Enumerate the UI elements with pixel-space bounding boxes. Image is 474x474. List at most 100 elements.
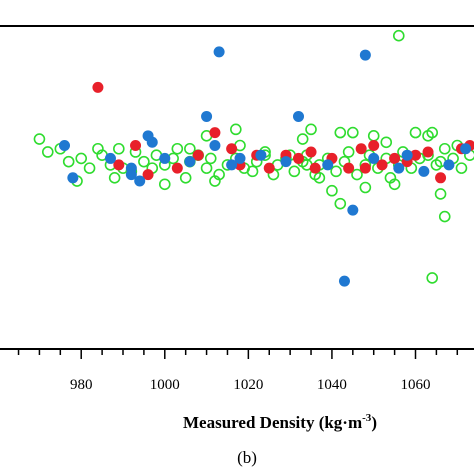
data-point-filled: [192, 149, 204, 161]
data-point-hollow: [288, 165, 301, 178]
data-point-hollow: [380, 136, 393, 149]
data-point-filled: [418, 165, 430, 177]
data-point-hollow: [179, 172, 192, 184]
data-point-hollow: [41, 146, 54, 158]
data-point-filled: [92, 81, 104, 93]
data-point-filled: [234, 152, 246, 164]
data-point-filled: [359, 49, 371, 61]
data-point-filled: [142, 130, 154, 142]
x-axis-minor-ticks: [17, 349, 459, 355]
data-point-hollow: [62, 155, 75, 168]
data-point-hollow: [438, 142, 451, 155]
data-point-hollow: [347, 126, 359, 139]
data-point-hollow: [326, 184, 338, 197]
x-axis-title-superscript: -3: [362, 412, 372, 424]
data-point-filled: [343, 162, 355, 174]
x-tick-label: 1060: [401, 377, 431, 393]
data-point-filled: [422, 146, 434, 158]
data-point-hollow: [158, 178, 171, 191]
data-point-hollow: [184, 142, 196, 155]
data-point-filled: [171, 162, 183, 174]
x-axis-title: Measured Density (kg·m-3): [183, 412, 377, 432]
data-point-hollow: [334, 126, 347, 139]
data-point-filled: [67, 172, 79, 184]
data-point-hollow: [296, 133, 309, 145]
data-point-hollow: [359, 181, 372, 194]
data-point-hollow: [426, 272, 439, 284]
data-point-filled: [226, 143, 238, 155]
data-point-hollow: [438, 210, 451, 223]
data-point-hollow: [204, 152, 217, 165]
data-point-filled: [338, 275, 350, 287]
data-point-hollow: [113, 142, 125, 155]
data-points: [33, 29, 474, 287]
data-point-filled: [293, 110, 304, 122]
data-point-filled: [134, 175, 146, 187]
data-point-hollow: [200, 162, 213, 174]
data-point-hollow: [171, 142, 184, 155]
data-point-hollow: [246, 165, 259, 178]
data-point-filled: [255, 149, 267, 161]
data-point-hollow: [455, 162, 468, 174]
data-point-hollow: [392, 29, 405, 42]
data-point-filled: [159, 152, 171, 164]
data-point-filled: [226, 159, 238, 171]
x-axis-tick-labels: 980 1000 1020 1040 1060: [70, 377, 431, 393]
data-point-filled: [368, 152, 380, 164]
x-tick-label: 1020: [233, 377, 263, 393]
data-point-hollow: [33, 133, 46, 145]
data-point-filled: [184, 156, 196, 168]
data-point-hollow: [351, 168, 363, 181]
data-point-hollow: [92, 142, 104, 155]
x-tick-label: 980: [70, 377, 93, 393]
data-point-hollow: [388, 178, 401, 191]
data-point-hollow: [342, 146, 355, 158]
panel-label: (b): [237, 448, 257, 467]
data-point-filled: [393, 162, 405, 174]
data-point-filled: [355, 143, 367, 155]
data-point-hollow: [138, 155, 150, 168]
data-point-filled: [263, 162, 275, 174]
x-axis-title-main: Measured Density (kg·m: [183, 413, 362, 432]
data-point-filled: [347, 204, 359, 216]
data-point-filled: [209, 127, 221, 139]
data-point-filled: [130, 140, 142, 152]
data-point-filled: [435, 172, 447, 184]
data-point-filled: [410, 149, 421, 161]
data-point-filled: [113, 159, 125, 171]
x-tick-label: 1000: [150, 377, 180, 393]
data-point-filled: [389, 152, 401, 164]
data-point-filled: [376, 159, 388, 171]
x-axis-major-ticks: [80, 349, 417, 359]
data-point-filled: [125, 169, 137, 181]
data-point-filled: [460, 143, 472, 155]
data-point-filled: [104, 152, 116, 164]
data-point-hollow: [409, 126, 422, 139]
data-point-filled: [142, 169, 154, 181]
data-point-hollow: [367, 130, 380, 142]
x-tick-label: 1040: [317, 377, 347, 393]
data-point-hollow: [209, 175, 221, 187]
plot-frame: [0, 25, 474, 350]
x-axis-title-suffix: ): [371, 413, 377, 432]
data-point-filled: [213, 46, 225, 58]
data-point-filled: [443, 159, 455, 171]
data-point-filled: [401, 149, 413, 161]
data-point-hollow: [434, 188, 447, 200]
data-point-filled: [368, 140, 380, 152]
data-point-hollow: [334, 197, 347, 210]
data-point-hollow: [230, 123, 242, 136]
data-point-hollow: [330, 165, 342, 178]
data-point-hollow: [305, 123, 317, 136]
data-point-hollow: [75, 152, 88, 165]
data-point-filled: [209, 140, 221, 152]
data-point-filled: [280, 156, 292, 168]
data-point-hollow: [108, 172, 121, 184]
data-point-filled: [59, 140, 70, 152]
data-point-hollow: [313, 172, 326, 184]
data-point-hollow: [83, 162, 96, 174]
data-point-filled: [293, 152, 304, 164]
data-point-filled: [201, 110, 213, 122]
data-point-hollow: [426, 126, 439, 139]
